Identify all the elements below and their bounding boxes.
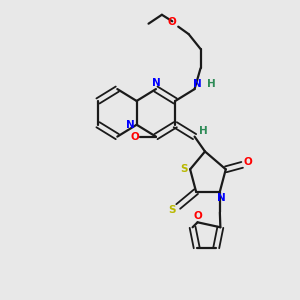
Text: N: N [217,193,226,202]
Text: S: S [168,205,176,215]
Text: S: S [180,164,187,174]
Text: O: O [193,212,202,221]
Text: O: O [243,157,252,167]
Text: H: H [207,79,215,89]
Text: N: N [126,120,135,130]
Text: O: O [130,132,139,142]
Text: O: O [167,16,176,27]
Text: H: H [199,126,207,136]
Text: N: N [193,79,201,89]
Text: N: N [152,78,160,88]
